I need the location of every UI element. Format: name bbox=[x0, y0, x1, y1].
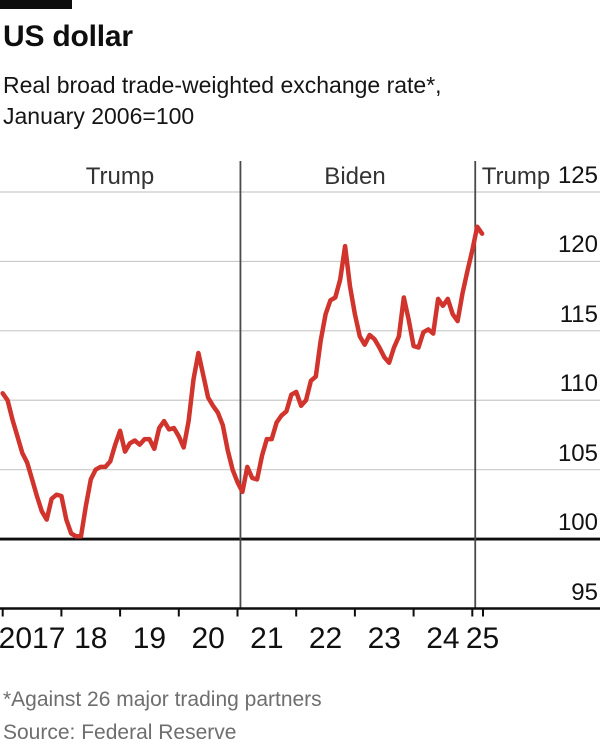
y-axis-tick-label-120: 120 bbox=[557, 231, 598, 259]
period-label-trump-1: Trump bbox=[85, 163, 155, 190]
x-axis-tick-label-19: 19 bbox=[132, 622, 167, 655]
x-axis-tick-label-24: 24 bbox=[426, 622, 460, 655]
footnote-asterisk: *Against 26 major trading partners bbox=[3, 688, 322, 711]
period-label-trump-2: Trump bbox=[481, 163, 551, 190]
x-axis-tick-label-18: 18 bbox=[74, 622, 108, 655]
chart-subtitle-line1: Real broad trade-weighted exchange rate*… bbox=[3, 72, 442, 98]
x-axis-tick-label-21: 21 bbox=[250, 622, 284, 655]
chart-title: US dollar bbox=[3, 20, 133, 53]
x-axis-tick-label-20: 20 bbox=[191, 622, 225, 655]
y-axis-tick-label-105: 105 bbox=[557, 439, 598, 467]
x-axis-tick-label-23: 23 bbox=[367, 622, 401, 655]
y-axis-tick-label-110: 110 bbox=[559, 370, 598, 398]
y-axis-tick-label-115: 115 bbox=[559, 300, 598, 328]
brand-tag bbox=[0, 0, 72, 9]
x-axis-tick-label-22: 22 bbox=[308, 622, 343, 655]
y-axis-tick-label-100: 100 bbox=[557, 509, 598, 537]
footnote-source: Source: Federal Reserve bbox=[3, 721, 237, 744]
chart-subtitle-line2: January 2006=100 bbox=[3, 103, 195, 129]
x-axis-tick-label-2017: 2017 bbox=[0, 622, 66, 655]
period-label-biden: Biden bbox=[324, 163, 386, 190]
y-axis-tick-label-95: 95 bbox=[571, 578, 598, 606]
chart-subtitle: Real broad trade-weighted exchange rate*… bbox=[3, 70, 442, 132]
x-axis-tick-label-25: 25 bbox=[465, 622, 500, 655]
dollar-index-line bbox=[0, 224, 485, 539]
y-axis-tick-label-125: 125 bbox=[557, 162, 598, 189]
